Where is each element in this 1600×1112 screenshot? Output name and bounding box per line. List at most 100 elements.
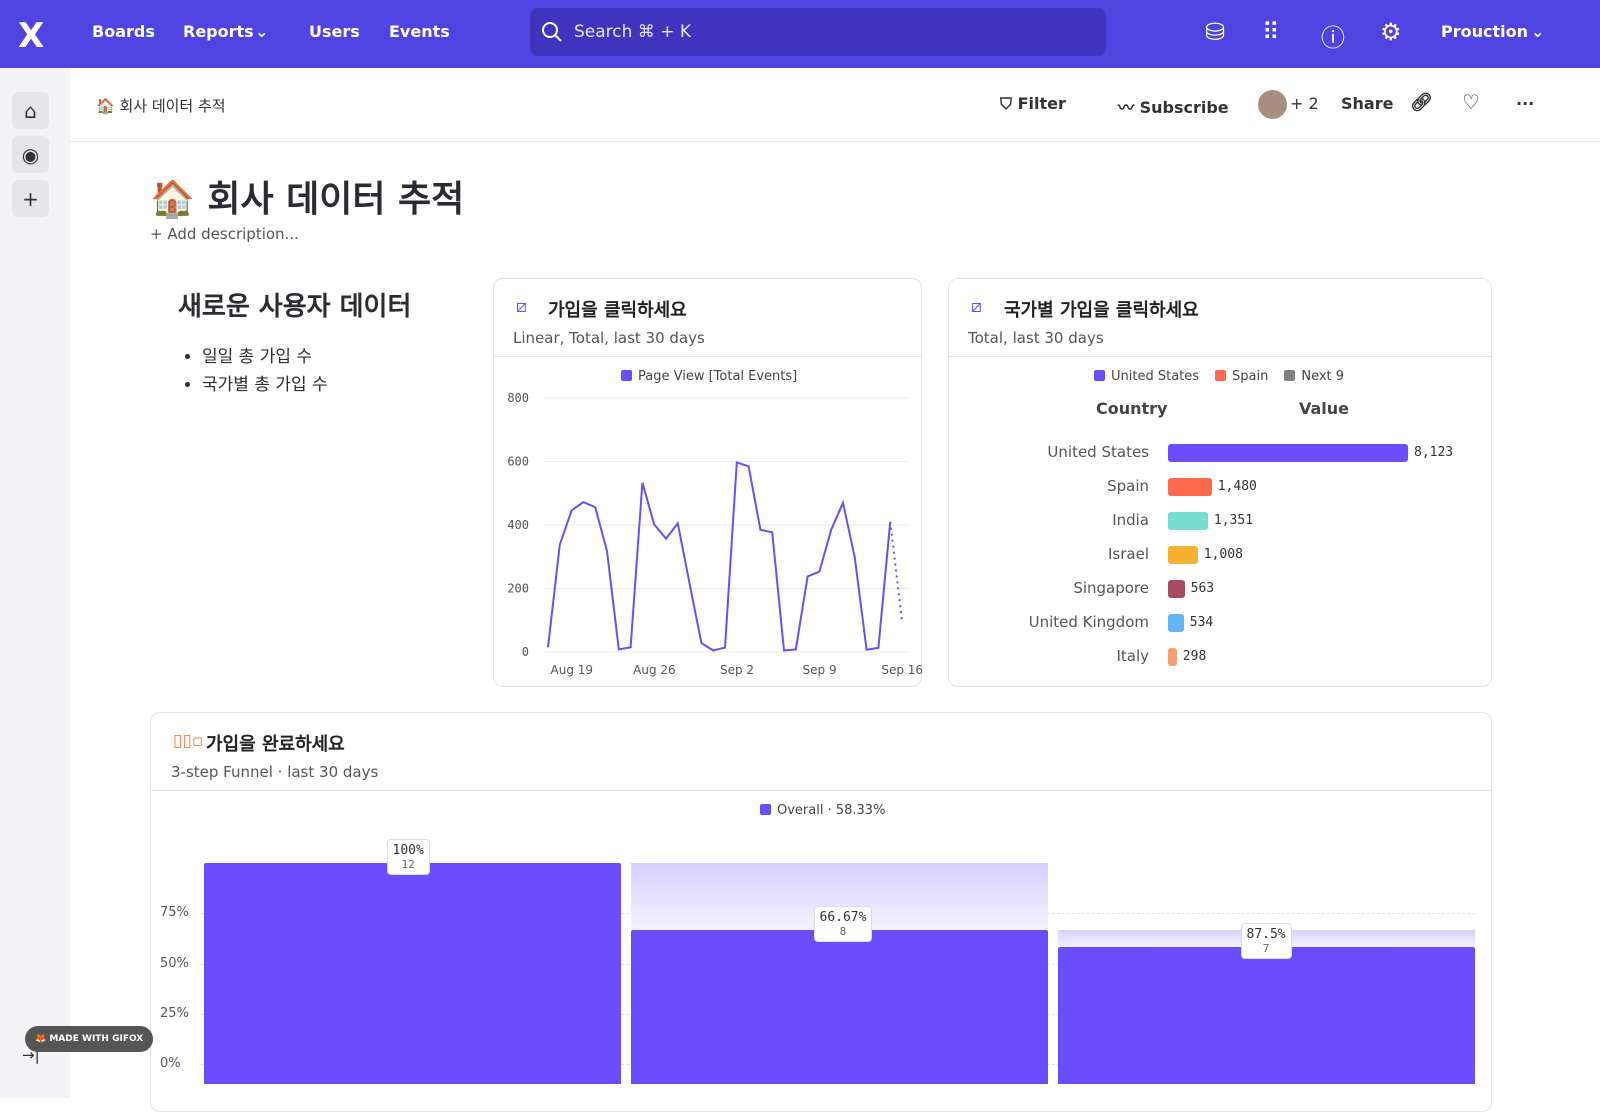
series-line bbox=[548, 462, 890, 650]
watermark: 🦊 MADE WITH GIFOX bbox=[25, 1026, 153, 1052]
rss-icon: 〰 bbox=[1118, 98, 1140, 117]
column-header-country[interactable]: Country bbox=[1096, 399, 1167, 418]
bar bbox=[1168, 614, 1184, 632]
gear-icon[interactable]: ⚙ bbox=[1380, 18, 1402, 46]
heart-icon[interactable]: ♡ bbox=[1462, 90, 1480, 114]
filter-button[interactable]: ⛉ Filter bbox=[1000, 94, 1066, 114]
home-icon[interactable]: ⌂ bbox=[12, 92, 49, 129]
bar bbox=[1168, 512, 1208, 530]
more-icon[interactable]: ··· bbox=[1516, 94, 1534, 113]
funnel-bar[interactable] bbox=[1058, 947, 1475, 1084]
category-label: Italy bbox=[1116, 647, 1149, 665]
sidebar: ⌂ ◉ + →| bbox=[0, 68, 70, 1098]
value-label: 1,480 bbox=[1218, 479, 1257, 494]
project-selector[interactable]: Prouction bbox=[1441, 22, 1528, 41]
text-card-list: 일일 총 가입 수 국가별 총 가입 수 bbox=[202, 343, 328, 399]
chevron-down-icon[interactable]: ⌄ bbox=[255, 22, 268, 41]
y-tick-label: 400 bbox=[507, 518, 529, 532]
database-icon[interactable]: ⛁ bbox=[1205, 18, 1225, 46]
search-icon bbox=[540, 20, 564, 44]
y-tick-label: 25% bbox=[160, 1006, 189, 1021]
value-label: 298 bbox=[1183, 649, 1206, 664]
chart-legend: Overall · 58.33% bbox=[760, 803, 885, 818]
bar-row[interactable]: Spain 1,480 bbox=[949, 476, 1492, 498]
chart-legend: United States Spain Next 9 bbox=[1094, 369, 1344, 384]
subscribe-button[interactable]: 〰 Subscribe bbox=[1118, 94, 1229, 118]
card-subtitle: Total, last 30 days bbox=[968, 329, 1104, 347]
bar bbox=[1168, 478, 1212, 496]
card-title[interactable]: 국가별 가입을 클릭하세요 bbox=[1004, 296, 1199, 322]
page-title: 🏠 회사 데이터 추적 bbox=[150, 170, 464, 222]
help-icon[interactable]: ⓘ bbox=[1321, 18, 1345, 53]
bar bbox=[1168, 546, 1198, 564]
funnel-bar[interactable] bbox=[204, 863, 621, 1084]
column-header-value[interactable]: Value bbox=[1299, 399, 1349, 418]
link-icon[interactable]: 🔗︎ bbox=[1410, 92, 1433, 113]
avatars-extra-count[interactable]: + 2 bbox=[1290, 94, 1319, 113]
plus-icon[interactable]: + bbox=[12, 180, 49, 217]
bar-row[interactable]: Italy 298 bbox=[949, 646, 1492, 668]
category-label: Israel bbox=[1108, 545, 1149, 563]
category-label: Singapore bbox=[1073, 579, 1149, 597]
y-tick-label: 600 bbox=[507, 455, 529, 469]
bar bbox=[1168, 444, 1408, 462]
breadcrumb[interactable]: 🏠 회사 데이터 추적 bbox=[96, 95, 226, 116]
x-tick-label: Sep 16 bbox=[881, 663, 922, 677]
legend-label: Overall · 58.33% bbox=[777, 803, 885, 818]
funnel-icon: ▯▯▫ bbox=[173, 731, 203, 751]
step-percent: 87.5% bbox=[1247, 927, 1286, 942]
app-logo[interactable]: X bbox=[18, 16, 44, 56]
step-tooltip: 100%12 bbox=[387, 839, 430, 875]
step-tooltip: 87.5%7 bbox=[1241, 923, 1292, 959]
subscribe-label: Subscribe bbox=[1140, 98, 1229, 117]
share-button[interactable]: Share bbox=[1341, 94, 1393, 113]
value-label: 8,123 bbox=[1414, 445, 1453, 460]
bar-row[interactable]: Israel 1,008 bbox=[949, 544, 1492, 566]
apps-grid-icon[interactable]: ⠿ bbox=[1262, 18, 1280, 46]
bar bbox=[1168, 580, 1185, 598]
y-tick-label: 200 bbox=[507, 582, 529, 596]
list-item: 국가별 총 가입 수 bbox=[202, 371, 328, 399]
bar-row[interactable]: United Kingdom 534 bbox=[949, 612, 1492, 634]
category-label: India bbox=[1112, 511, 1149, 529]
y-tick-label: 75% bbox=[160, 905, 189, 920]
bar-row[interactable]: Singapore 563 bbox=[949, 578, 1492, 600]
nav-users[interactable]: Users bbox=[309, 22, 360, 41]
category-label: Spain bbox=[1107, 477, 1149, 495]
bar-row[interactable]: United States 8,123 bbox=[949, 442, 1492, 464]
bar-row[interactable]: India 1,351 bbox=[949, 510, 1492, 532]
card-subtitle: 3-step Funnel · last 30 days bbox=[171, 763, 378, 781]
avatar[interactable] bbox=[1258, 90, 1287, 119]
y-tick-label: 800 bbox=[507, 391, 529, 405]
partial-series-line bbox=[890, 522, 902, 620]
y-tick-label: 0% bbox=[160, 1056, 181, 1071]
funnel-bar[interactable] bbox=[631, 930, 1048, 1084]
card-title[interactable]: 가입을 완료하세요 bbox=[206, 730, 345, 756]
top-navbar: X Boards Reports ⌄ Users Events Search ⌘… bbox=[0, 0, 1600, 68]
nav-boards[interactable]: Boards bbox=[92, 22, 155, 41]
list-item: 일일 총 가입 수 bbox=[202, 343, 328, 371]
x-tick-label: Sep 2 bbox=[720, 663, 754, 677]
compass-icon[interactable]: ◉ bbox=[12, 136, 49, 173]
value-label: 563 bbox=[1191, 581, 1214, 596]
step-count: 12 bbox=[393, 858, 424, 871]
category-label: United States bbox=[1047, 443, 1149, 461]
value-label: 1,351 bbox=[1214, 513, 1253, 528]
filter-label: Filter bbox=[1018, 94, 1066, 113]
line-chart-icon: ⧄ bbox=[971, 297, 982, 317]
x-tick-label: Aug 26 bbox=[633, 663, 676, 677]
value-label: 534 bbox=[1190, 615, 1213, 630]
add-description[interactable]: + Add description... bbox=[150, 225, 299, 243]
y-tick-label: 0 bbox=[522, 645, 529, 659]
x-tick-label: Sep 9 bbox=[803, 663, 837, 677]
bar bbox=[1168, 648, 1177, 666]
chevron-down-icon[interactable]: ⌄ bbox=[1531, 22, 1544, 41]
bar-chart-card: ⧄ 국가별 가입을 클릭하세요 Total, last 30 days Unit… bbox=[948, 278, 1492, 687]
search-input[interactable]: Search ⌘ + K bbox=[530, 8, 1106, 56]
legend-label: Next 9 bbox=[1301, 369, 1344, 384]
nav-events[interactable]: Events bbox=[389, 22, 450, 41]
dashboard-header: 🏠 회사 데이터 추적 ⛉ Filter 〰 Subscribe + 2 Sha… bbox=[70, 68, 1600, 142]
nav-reports[interactable]: Reports bbox=[183, 22, 254, 41]
category-label: United Kingdom bbox=[1029, 613, 1149, 631]
